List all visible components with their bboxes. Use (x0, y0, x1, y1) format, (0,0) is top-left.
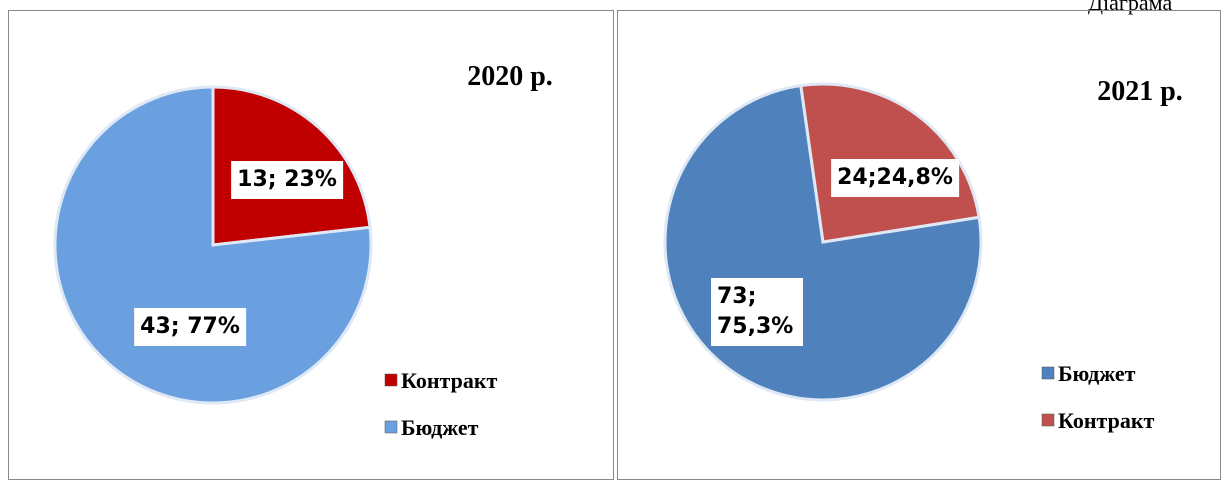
pie-slice (53, 85, 373, 405)
legend-label: Контракт (401, 368, 498, 393)
legend-label: Бюджет (1058, 361, 1136, 386)
legend-swatch (1041, 413, 1055, 427)
legend-label: Бюджет (401, 415, 479, 440)
chart-title: 2021 р. (1097, 76, 1183, 107)
caption: Діаграма (1088, 0, 1173, 15)
legend-label: Контракт (1058, 408, 1155, 433)
chart-title: 2020 р. (467, 61, 553, 92)
data-label: 24;24,8% (831, 159, 959, 197)
legend-swatch (384, 373, 398, 387)
data-label: 13; 23% (231, 161, 343, 199)
legend-swatch (1041, 366, 1055, 380)
legend-swatch (384, 420, 398, 434)
data-label: 73; 75,3% (711, 278, 803, 346)
data-label: 43; 77% (134, 308, 246, 346)
